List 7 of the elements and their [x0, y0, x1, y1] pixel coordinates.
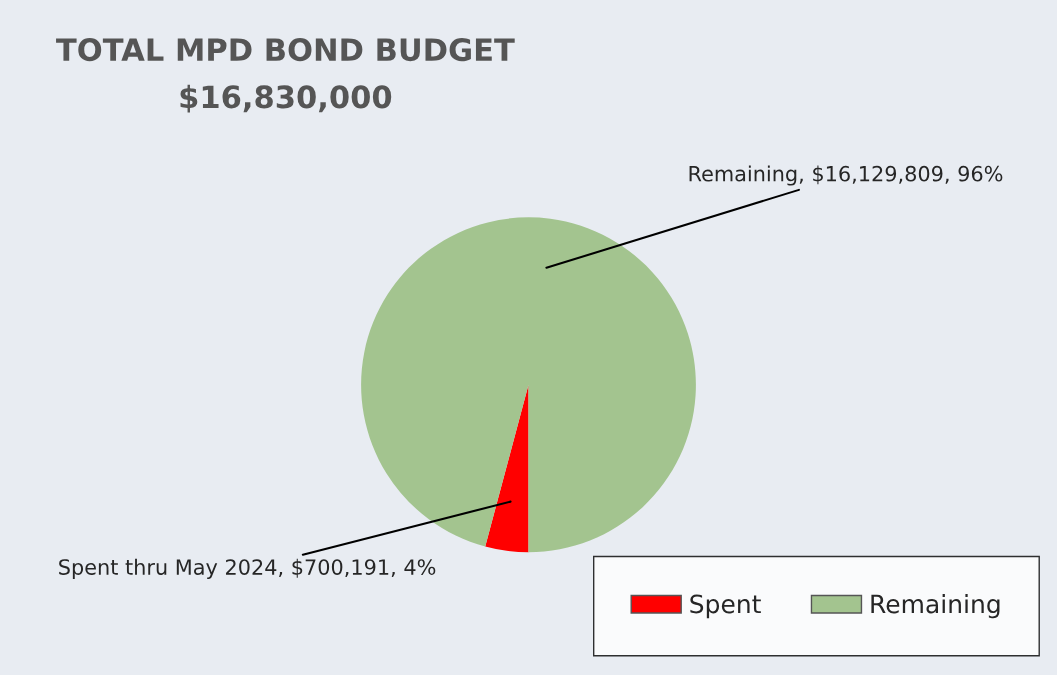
legend-label: Remaining	[871, 594, 1000, 619]
pie-slice	[361, 217, 696, 553]
chart-subtitle: $16,830,000	[180, 84, 392, 113]
data-label: Spent thru May 2024, $700,191, 4%	[59, 558, 436, 579]
legend-label: Spent	[690, 594, 761, 619]
data-label: Remaining, $16,129,809, 96%	[689, 165, 1003, 186]
chart-title: TOTAL MPD BOND BUDGET	[56, 38, 515, 62]
